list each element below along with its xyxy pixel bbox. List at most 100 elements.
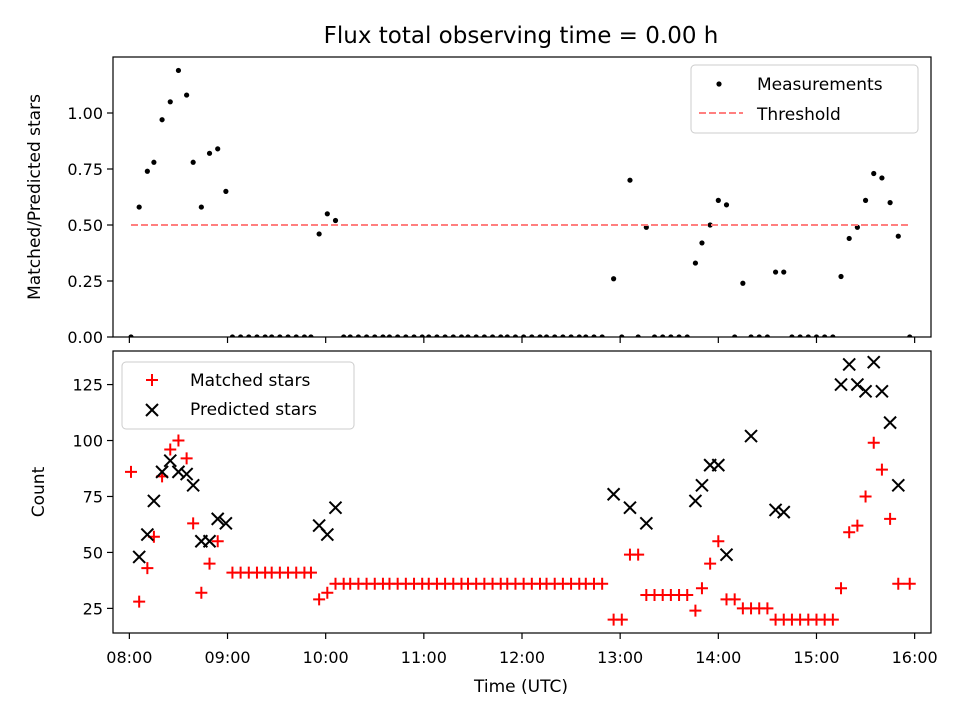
matched-star-point <box>180 452 193 465</box>
matched-star-point <box>867 436 880 449</box>
predicted-star-point <box>711 458 726 472</box>
measurement-point <box>512 334 519 337</box>
measurement-point <box>403 334 409 337</box>
measurement-point <box>380 334 386 337</box>
matched-star-point <box>304 566 317 579</box>
y-tick-label: 0.50 <box>67 216 103 235</box>
bottom-legend: Matched stars Predicted stars <box>121 361 355 430</box>
predicted-star-point <box>719 547 734 562</box>
measurement-point <box>223 188 229 194</box>
predicted-star-point <box>891 478 905 492</box>
measurement-point <box>543 334 550 337</box>
measurement-point <box>498 334 504 337</box>
matched-star-point <box>632 548 645 561</box>
measurement-point <box>229 334 236 337</box>
measurement-point <box>411 334 417 337</box>
matched-star-point <box>903 577 916 590</box>
predicted-star-point <box>639 516 654 531</box>
measurement-point <box>805 334 811 337</box>
predicted-star-point <box>606 487 621 501</box>
measurement-point <box>341 334 347 337</box>
matched-star-point <box>875 463 888 476</box>
matched-star-point <box>695 582 708 595</box>
measurement-point <box>262 334 268 337</box>
measurement-point <box>781 269 787 275</box>
legend-marker-matched <box>146 374 158 386</box>
predicted-star-point <box>147 494 161 508</box>
measurement-point <box>684 334 690 337</box>
measurement-point <box>611 276 617 282</box>
x-tick-label: 13:00 <box>597 648 643 667</box>
measurement-point <box>308 334 314 337</box>
measurement-point <box>347 334 353 337</box>
measurement-point <box>386 334 393 337</box>
measurement-point <box>887 200 893 206</box>
measurement-point <box>668 334 674 337</box>
top-legend-box <box>690 64 919 134</box>
matched-star-point <box>712 535 725 548</box>
predicted-star-point <box>320 527 335 542</box>
measurement-point <box>504 334 510 337</box>
measurement-point <box>830 334 836 337</box>
measurement-point <box>246 334 252 337</box>
bottom-panel-marks <box>124 355 916 626</box>
measurement-point <box>426 334 432 337</box>
top-panel: 0.00 0.25 0.50 0.75 1.00 Matched/Predicted s… <box>25 56 932 347</box>
measurement-point <box>748 334 754 337</box>
measurement-point <box>481 334 487 337</box>
measurement-point <box>293 334 299 337</box>
measurement-point <box>764 334 770 337</box>
measurement-point <box>797 334 803 337</box>
bottom-panel: 25 50 75 100 125 08:00 09:00 10:00 11:00 12:00 13:… <box>29 350 938 697</box>
bottom-panel-frame <box>112 350 932 634</box>
predicted-star-point <box>768 503 783 517</box>
measurement-point <box>206 150 213 156</box>
predicted-star-point <box>155 465 169 479</box>
measurement-point <box>895 233 901 239</box>
measurement-point <box>190 159 196 165</box>
measurement-point <box>583 334 589 337</box>
matched-star-point <box>884 512 897 525</box>
measurement-point <box>715 197 721 203</box>
y-tick-label: 75 <box>83 487 103 506</box>
top-panel-ticks: 0.00 0.25 0.50 0.75 1.00 <box>67 104 916 347</box>
predicted-star-point <box>688 494 703 508</box>
matched-star-point <box>211 535 224 548</box>
predicted-star-point <box>842 357 856 372</box>
measurement-point <box>254 334 260 337</box>
predicted-star-point <box>186 478 200 492</box>
legend-marker-measurements <box>716 81 722 87</box>
measurement-point <box>151 159 157 165</box>
predicted-star-point <box>744 429 758 443</box>
measurement-point <box>732 334 738 337</box>
matched-star-point <box>843 526 856 539</box>
matched-star-point <box>124 465 137 478</box>
top-panel-marks <box>128 67 913 337</box>
measurement-point <box>450 334 456 337</box>
measurement-point <box>167 99 173 105</box>
x-tick-label: 14:00 <box>695 648 741 667</box>
matched-star-point <box>761 602 774 615</box>
measurement-point <box>159 117 165 123</box>
predicted-star-point <box>163 453 177 468</box>
predicted-star-point <box>623 500 637 515</box>
measurement-point <box>871 170 877 177</box>
legend-marker-predicted <box>145 403 159 417</box>
predicted-star-point <box>850 377 865 392</box>
matched-star-point <box>892 577 905 590</box>
measurement-point <box>740 280 746 286</box>
predicted-star-point <box>777 505 791 519</box>
x-tick-label: 12:00 <box>499 648 545 667</box>
matched-star-point <box>681 588 694 601</box>
x-tick-label: 10:00 <box>303 648 349 667</box>
matched-star-point <box>172 434 185 447</box>
measurement-point <box>635 334 641 337</box>
measurement-point <box>707 222 713 228</box>
matched-star-point <box>826 613 839 626</box>
matched-star-point <box>133 595 146 608</box>
measurement-point <box>627 177 633 183</box>
measurement-point <box>458 334 465 337</box>
measurement-point <box>907 334 913 337</box>
y-tick-label: 0.00 <box>67 328 103 347</box>
bottom-legend-box <box>121 361 355 430</box>
